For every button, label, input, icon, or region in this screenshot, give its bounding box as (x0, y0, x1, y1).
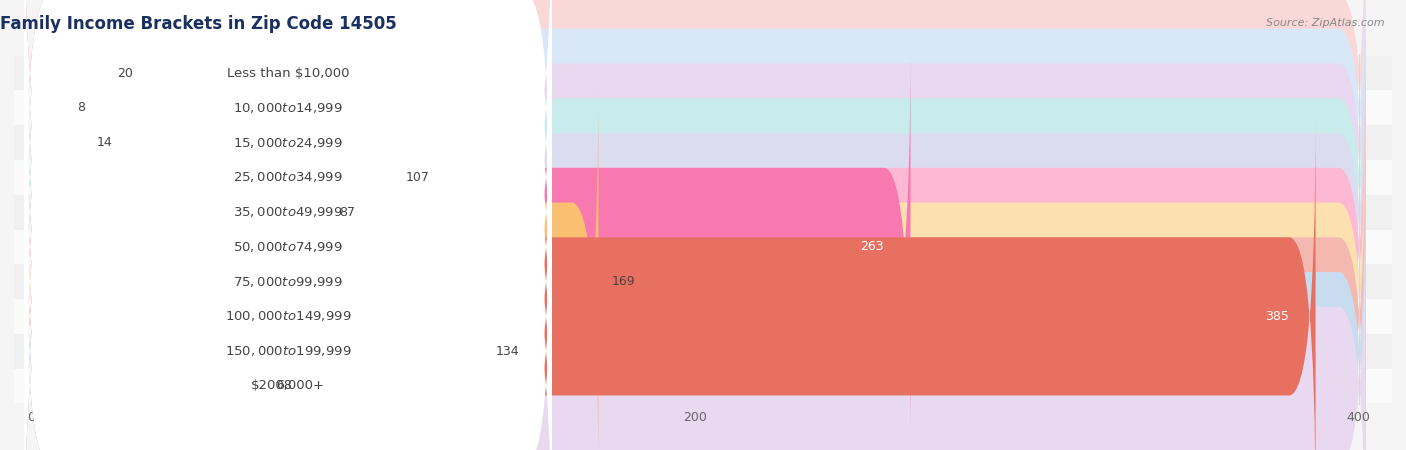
Text: $150,000 to $199,999: $150,000 to $199,999 (225, 344, 352, 358)
Bar (14, 195, 1392, 230)
FancyBboxPatch shape (24, 0, 553, 342)
FancyBboxPatch shape (24, 117, 1365, 450)
FancyBboxPatch shape (24, 83, 553, 450)
Text: Source: ZipAtlas.com: Source: ZipAtlas.com (1267, 18, 1385, 28)
Text: $200,000+: $200,000+ (252, 379, 325, 392)
Bar (14, 299, 1392, 334)
Bar (14, 334, 1392, 369)
FancyBboxPatch shape (24, 187, 1365, 450)
FancyBboxPatch shape (24, 13, 326, 411)
FancyBboxPatch shape (24, 117, 553, 450)
Text: $50,000 to $74,999: $50,000 to $74,999 (233, 240, 343, 254)
FancyBboxPatch shape (24, 83, 599, 450)
Text: $10,000 to $14,999: $10,000 to $14,999 (233, 101, 343, 115)
Text: $100,000 to $149,999: $100,000 to $149,999 (225, 310, 352, 324)
FancyBboxPatch shape (24, 0, 104, 272)
Bar (14, 90, 1392, 125)
FancyBboxPatch shape (24, 117, 1316, 450)
FancyBboxPatch shape (24, 13, 553, 411)
FancyBboxPatch shape (24, 0, 1365, 342)
Text: 20: 20 (117, 67, 132, 80)
Text: 87: 87 (339, 206, 356, 219)
Text: 263: 263 (860, 240, 884, 253)
FancyBboxPatch shape (24, 0, 1365, 307)
FancyBboxPatch shape (24, 0, 553, 272)
FancyBboxPatch shape (24, 48, 1365, 446)
FancyBboxPatch shape (24, 13, 1365, 411)
FancyBboxPatch shape (24, 187, 553, 450)
Text: $35,000 to $49,999: $35,000 to $49,999 (233, 205, 343, 219)
FancyBboxPatch shape (24, 0, 553, 376)
Bar (14, 230, 1392, 264)
FancyBboxPatch shape (24, 152, 553, 450)
FancyBboxPatch shape (24, 187, 263, 450)
FancyBboxPatch shape (24, 0, 1365, 272)
FancyBboxPatch shape (24, 48, 911, 446)
Text: 107: 107 (406, 171, 430, 184)
Text: 134: 134 (495, 345, 519, 358)
Bar (14, 125, 1392, 160)
Text: 169: 169 (612, 275, 636, 288)
Bar (14, 369, 1392, 403)
FancyBboxPatch shape (24, 0, 392, 376)
FancyBboxPatch shape (24, 0, 84, 342)
Text: 385: 385 (1265, 310, 1289, 323)
Text: $25,000 to $34,999: $25,000 to $34,999 (233, 171, 343, 184)
FancyBboxPatch shape (24, 0, 553, 307)
Bar (14, 264, 1392, 299)
Bar (14, 56, 1392, 90)
FancyBboxPatch shape (24, 152, 482, 450)
FancyBboxPatch shape (24, 0, 1365, 376)
FancyBboxPatch shape (24, 83, 1365, 450)
Bar (14, 160, 1392, 195)
FancyBboxPatch shape (24, 152, 1365, 450)
Text: 68: 68 (277, 379, 292, 392)
Text: Less than $10,000: Less than $10,000 (226, 67, 349, 80)
Text: 8: 8 (77, 101, 86, 114)
FancyBboxPatch shape (24, 0, 63, 307)
FancyBboxPatch shape (24, 48, 553, 446)
Text: Family Income Brackets in Zip Code 14505: Family Income Brackets in Zip Code 14505 (0, 15, 396, 33)
Text: $15,000 to $24,999: $15,000 to $24,999 (233, 135, 343, 149)
Text: 14: 14 (97, 136, 112, 149)
Text: $75,000 to $99,999: $75,000 to $99,999 (233, 274, 343, 288)
